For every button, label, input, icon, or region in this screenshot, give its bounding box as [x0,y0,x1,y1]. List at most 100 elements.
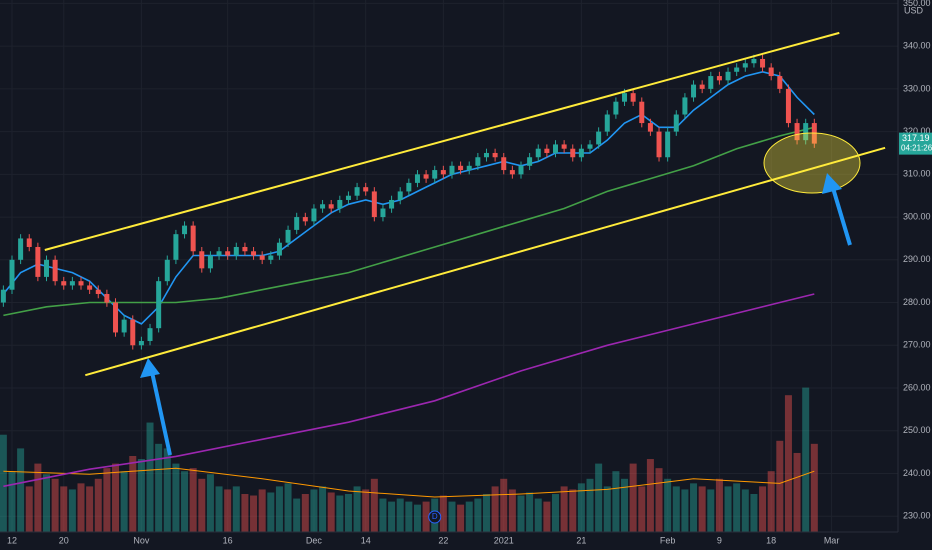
volume-bar [362,489,370,532]
volume-bar [629,463,637,532]
last-price: 317.19 [902,133,930,143]
volume-bar [612,471,620,532]
candle-body [242,246,248,252]
y-tick-label: 350.00 [903,0,931,8]
volume-bar [638,486,646,532]
volume-bar [8,471,16,532]
volume-bar [422,501,430,532]
candle-body [44,259,50,277]
y-tick-label: 250.00 [903,425,931,435]
candle-body [604,114,610,132]
candle-body [18,238,24,260]
y-tick-label: 240.00 [903,468,931,478]
y-tick-label: 280.00 [903,297,931,307]
volume-bar [310,489,318,532]
countdown: 04:21:26 [901,144,932,153]
moving-average-line [3,293,815,488]
price-axis [898,0,932,550]
candles [0,54,817,350]
candle-body [768,67,774,77]
volume-bar [336,495,344,532]
arrow-shaft [150,371,172,456]
candle-body [259,255,265,260]
volume-bar [482,494,490,532]
volume-bar [146,422,154,532]
candle-body [371,191,377,218]
candle-body [665,131,671,158]
candle-body [113,302,119,333]
channel-line [44,31,840,251]
candle-body [251,251,257,256]
volume-bar [474,498,482,532]
candle-body [276,242,282,256]
highlight-ellipse [763,132,861,194]
volume-bar [353,486,361,532]
y-tick-label: 330.00 [903,83,931,93]
volume-bar [25,486,33,532]
volume-bar [51,478,59,532]
arrow-head [822,173,842,194]
candle-body [656,131,662,158]
volume-bar [60,486,68,532]
x-tick-label: Dec [306,535,323,545]
y-tick-label: 270.00 [903,340,931,350]
volume-bar [224,489,232,532]
candle-body [389,199,395,209]
volume-bar [198,478,206,532]
volume-bar [672,486,680,532]
volume-bar [77,483,85,532]
volume-bar [163,448,171,532]
y-tick-label: 340.00 [903,41,931,51]
volume-bar [724,486,732,532]
volume-bar [301,494,309,532]
candle-body [345,195,351,200]
volume-bar [603,486,611,532]
candle-body [337,199,343,209]
volume-bar [646,459,654,532]
volume-bar [457,504,465,532]
candle-body [147,328,153,341]
volume-bar [767,471,775,532]
candle-body [26,238,32,247]
candle-body [354,187,360,196]
candle-body [225,251,231,256]
y-tick-label: 300.00 [903,211,931,221]
candle-body [553,144,559,153]
y-tick-label: 290.00 [903,254,931,264]
candle-body [216,251,222,256]
candle-body [613,101,619,115]
volume-bar [396,498,404,532]
y-tick-label: 230.00 [903,511,931,521]
x-tick-label: 12 [7,535,17,545]
candle-body [138,340,144,346]
candle-body [492,152,498,158]
volume-pane [0,387,818,532]
candle-body [587,144,593,149]
x-tick-label: 14 [361,535,371,545]
volume-bar [664,478,672,532]
candle-body [578,148,584,158]
volume-bar [258,489,266,532]
volume-bar [241,494,249,532]
candle-body [233,246,239,256]
volume-bar [284,483,292,532]
x-tick-label: 20 [59,535,69,545]
volume-bar [137,459,145,532]
volume-bar [155,443,163,532]
volume-bar [319,486,327,532]
candle-body [725,71,731,81]
candle-body [561,144,567,149]
candle-body [69,281,75,286]
candle-body [423,174,429,179]
candle-body [535,148,541,158]
volume-bar [17,448,25,532]
candle-body [52,259,58,282]
volume-bar [0,434,7,532]
moving-average-line [3,126,815,317]
candle-body [647,123,653,132]
candle-body [363,187,369,192]
volume-bar [621,478,629,532]
volume-bar [112,463,120,532]
